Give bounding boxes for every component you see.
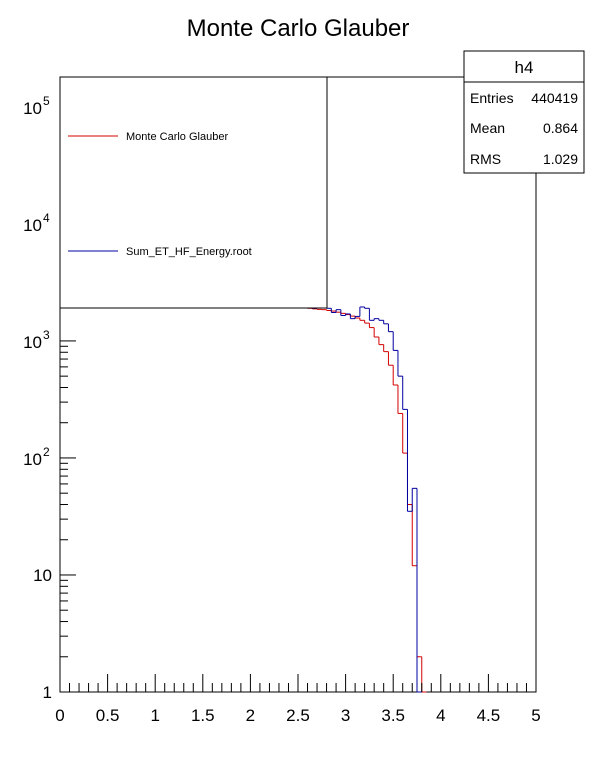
x-tick-label: 4 (436, 706, 445, 725)
x-tick-label: 2 (246, 706, 255, 725)
series-2 (298, 301, 422, 693)
x-tick-label: 0 (55, 706, 64, 725)
y-tick-label: 10 (23, 99, 42, 118)
chart-title: Monte Carlo Glauber (187, 15, 410, 42)
legend-entry-1: Monte Carlo Glauber (68, 131, 228, 143)
y-tick-label: 1 (43, 683, 52, 702)
y-tick-exponent: 5 (43, 94, 50, 108)
stats-title: h4 (515, 58, 534, 77)
legend-box (59, 76, 328, 309)
stats-box (463, 50, 585, 174)
y-tick-label: 10 (23, 450, 42, 469)
stats-value: 0.864 (543, 120, 578, 136)
x-tick-label: 1.5 (191, 706, 215, 725)
stats-value: 1.029 (543, 151, 578, 167)
legend-label: Monte Carlo Glauber (126, 131, 228, 143)
stats-label: Mean (470, 120, 505, 136)
x-tick-label: 1 (150, 706, 159, 725)
x-tick-label: 5 (531, 706, 540, 725)
stats-label: RMS (470, 151, 501, 167)
y-tick-exponent: 3 (43, 328, 50, 342)
x-tick-label: 2.5 (286, 706, 310, 725)
x-tick-label: 4.5 (477, 706, 501, 725)
stats-label: Entries (470, 90, 514, 106)
y-tick-label: 10 (23, 333, 42, 352)
y-tick-label: 10 (33, 566, 52, 585)
stats-value: 440419 (531, 90, 578, 106)
y-tick-label: 10 (23, 216, 42, 235)
x-tick-label: 3 (341, 706, 350, 725)
legend-entry-2: Sum_ET_HF_Energy.root (68, 246, 252, 258)
y-tick-exponent: 2 (43, 445, 50, 459)
x-tick-label: 3.5 (381, 706, 405, 725)
legend-label: Sum_ET_HF_Energy.root (126, 246, 252, 258)
x-tick-label: 0.5 (96, 706, 120, 725)
y-tick-exponent: 4 (43, 211, 50, 225)
